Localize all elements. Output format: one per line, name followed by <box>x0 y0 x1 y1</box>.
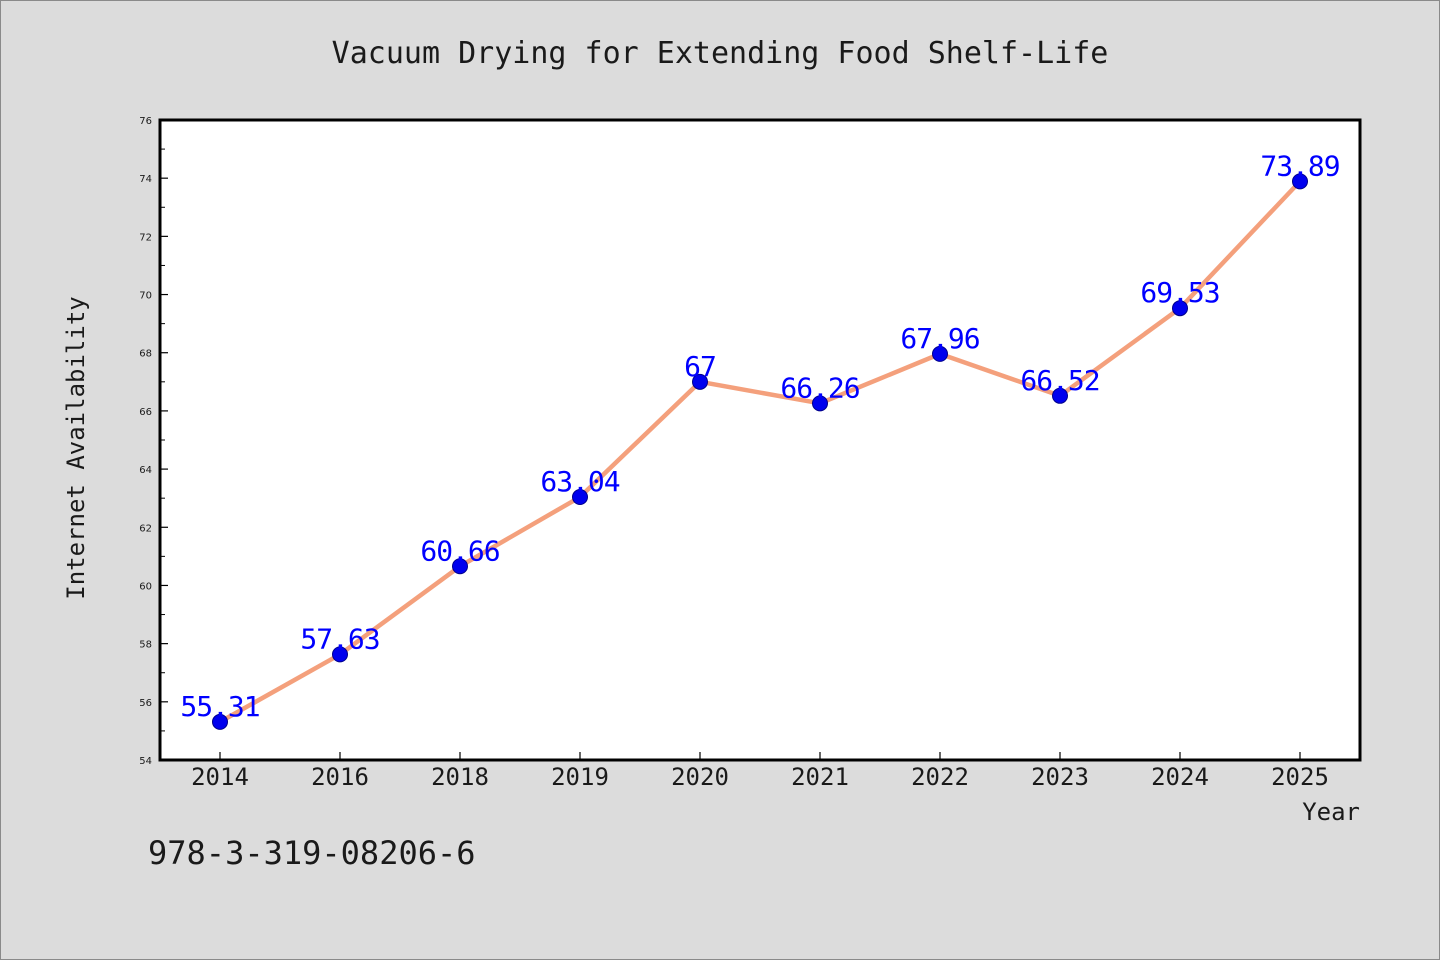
data-label: 63.04 <box>540 465 619 498</box>
x-axis-label: Year <box>1302 798 1360 826</box>
y-tick-label: 76 <box>139 116 152 127</box>
data-label: 60.66 <box>420 534 499 567</box>
x-tick-label: 2018 <box>431 763 489 791</box>
data-point <box>1172 300 1188 317</box>
y-tick-label: 64 <box>139 465 152 476</box>
y-axis: 54 56 58 60 62 64 66 68 70 72 74 76 <box>139 116 168 767</box>
data-point <box>1292 173 1308 190</box>
data-point <box>452 558 468 575</box>
x-tick-label: 2014 <box>191 763 249 791</box>
data-point <box>332 646 348 663</box>
data-point <box>932 345 948 362</box>
x-tick-label: 2025 <box>1271 763 1329 791</box>
data-label: 66.52 <box>1020 364 1099 397</box>
y-tick-label: 60 <box>139 581 152 592</box>
chart-title: Vacuum Drying for Extending Food Shelf-L… <box>332 36 1109 71</box>
x-tick-label: 2016 <box>311 763 369 791</box>
data-labels: 55.31 57.63 60.66 63.04 67 66.26 67.96 66.52 69.… <box>180 149 1340 723</box>
data-label: 57.63 <box>300 622 379 655</box>
y-tick-label: 66 <box>139 407 152 418</box>
data-point <box>692 373 708 390</box>
plot-area <box>158 118 1362 762</box>
y-tick-label: 70 <box>139 291 152 302</box>
data-markers <box>212 173 1308 730</box>
x-tick-label: 2023 <box>1031 763 1089 791</box>
y-tick-label: 74 <box>139 174 152 185</box>
series-line <box>217 179 1303 725</box>
x-axis: 2014 2016 2018 2019 2020 2021 2022 2023 2024 2025 <box>191 752 1329 791</box>
data-label: 66.26 <box>780 371 859 404</box>
y-tick-label: 56 <box>139 698 152 709</box>
x-tick-label: 2024 <box>1151 763 1209 791</box>
data-point <box>812 395 828 412</box>
x-tick-label: 2019 <box>551 763 609 791</box>
x-tick-label: 2022 <box>911 763 969 791</box>
y-tick-label: 62 <box>139 523 152 534</box>
y-axis-label: Internet Availability <box>62 296 90 599</box>
y-tick-label: 58 <box>139 640 152 651</box>
x-tick-label: 2021 <box>791 763 849 791</box>
data-label: 73.89 <box>1260 149 1339 182</box>
y-tick-label: 72 <box>139 232 152 243</box>
y-tick-label: 54 <box>139 756 152 767</box>
data-point <box>1052 387 1068 404</box>
data-label: 55.31 <box>180 690 259 723</box>
footnote-isbn: 978-3-319-08206-6 <box>148 834 476 872</box>
data-label: 67 <box>684 350 716 383</box>
y-tick-label: 68 <box>139 349 152 360</box>
data-label: 69.53 <box>1140 276 1219 309</box>
data-label: 67.96 <box>900 322 979 355</box>
x-tick-label: 2020 <box>671 763 729 791</box>
data-point <box>572 489 588 506</box>
data-point <box>212 713 228 730</box>
